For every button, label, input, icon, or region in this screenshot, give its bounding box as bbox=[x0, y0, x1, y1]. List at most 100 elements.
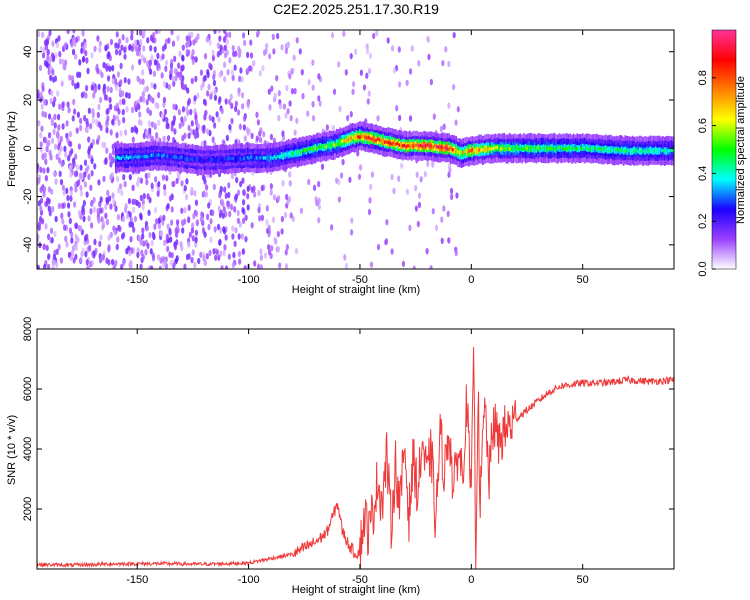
noise-speckle bbox=[44, 158, 48, 165]
noise-speckle bbox=[166, 122, 170, 130]
noise-speckle bbox=[97, 179, 101, 186]
ridge-band-cell bbox=[378, 138, 381, 142]
ridge-band-cell bbox=[599, 147, 602, 151]
ridge-band-cell bbox=[310, 146, 313, 151]
ridge-band-cell bbox=[414, 143, 417, 148]
ridge-band-cell bbox=[177, 156, 180, 161]
ridge-band-cell bbox=[305, 148, 308, 153]
snr-y-label: SNR (10 * v/v) bbox=[6, 415, 18, 485]
ridge-band-cell bbox=[480, 148, 483, 152]
noise-speckle bbox=[284, 249, 288, 256]
ridge-band-cell bbox=[335, 139, 338, 147]
noise-speckle bbox=[68, 217, 72, 225]
noise-speckle bbox=[139, 263, 143, 269]
noise-speckle bbox=[213, 88, 217, 95]
noise-speckle bbox=[218, 192, 222, 199]
noise-speckle bbox=[46, 49, 50, 57]
ridge-band-cell bbox=[533, 146, 536, 150]
noise-speckle bbox=[234, 227, 238, 234]
noise-speckle bbox=[40, 125, 44, 132]
noise-speckle bbox=[105, 127, 109, 134]
noise-speckle bbox=[130, 34, 134, 41]
ridge-band-cell bbox=[665, 148, 668, 153]
noise-speckle bbox=[173, 128, 177, 135]
noise-speckle bbox=[229, 203, 234, 211]
noise-speckle bbox=[162, 80, 166, 88]
noise-speckle bbox=[72, 98, 76, 106]
noise-speckle bbox=[187, 124, 191, 132]
noise-speckle bbox=[128, 43, 132, 51]
noise-speckle bbox=[339, 172, 344, 179]
noise-speckle bbox=[50, 90, 54, 97]
noise-speckle bbox=[241, 217, 246, 225]
colorbar-tick-label: 0.6 bbox=[697, 118, 709, 133]
noise-speckle bbox=[76, 71, 80, 78]
noise-speckle bbox=[93, 87, 97, 94]
ridge-band-cell bbox=[544, 146, 547, 150]
noise-speckle bbox=[92, 196, 96, 204]
noise-speckle bbox=[246, 204, 250, 211]
noise-speckle bbox=[105, 118, 109, 126]
noise-speckle bbox=[240, 76, 244, 83]
ridge-band-cell bbox=[508, 147, 511, 151]
ridge-band-cell bbox=[487, 147, 490, 152]
noise-speckle bbox=[96, 35, 100, 42]
noise-speckle bbox=[63, 42, 67, 50]
noise-speckle bbox=[244, 235, 248, 243]
spectrogram-panel: -150 -100 -50 0 50 -40 -20 0 20 40 Height of stra… bbox=[6, 29, 675, 296]
noise-speckle bbox=[52, 170, 56, 178]
noise-speckle bbox=[136, 102, 140, 110]
noise-speckle bbox=[444, 46, 448, 53]
ridge-band-cell bbox=[138, 155, 140, 159]
noise-speckle bbox=[42, 167, 46, 174]
ridge-band-cell bbox=[576, 146, 579, 151]
noise-speckle bbox=[120, 233, 125, 240]
noise-speckle bbox=[217, 116, 221, 123]
noise-speckle bbox=[114, 42, 118, 49]
noise-speckle bbox=[238, 123, 243, 130]
ridge-band-cell bbox=[122, 154, 124, 159]
noise-speckle bbox=[169, 259, 174, 266]
noise-speckle bbox=[167, 83, 171, 91]
ridge-band-cell bbox=[302, 148, 304, 153]
noise-speckle bbox=[187, 204, 191, 211]
noise-speckle bbox=[368, 52, 373, 59]
noise-speckle bbox=[79, 190, 84, 197]
ridge-band-cell bbox=[407, 144, 409, 148]
noise-speckle bbox=[100, 216, 104, 223]
noise-speckle bbox=[52, 253, 57, 261]
noise-speckle bbox=[53, 143, 58, 150]
noise-speckle bbox=[144, 172, 148, 180]
noise-speckle bbox=[103, 94, 108, 101]
ridge-band-cell bbox=[592, 146, 595, 150]
noise-speckle bbox=[133, 39, 138, 46]
noise-speckle bbox=[148, 59, 152, 67]
ridge-band-cell bbox=[465, 150, 468, 155]
noise-speckle bbox=[269, 252, 273, 260]
noise-speckle bbox=[228, 57, 232, 64]
noise-speckle bbox=[242, 115, 247, 122]
noise-speckle bbox=[415, 171, 419, 178]
noise-speckle bbox=[89, 208, 93, 215]
colorbar-tick-label: 0.2 bbox=[697, 214, 709, 229]
noise-speckle bbox=[79, 164, 83, 171]
noise-speckle bbox=[97, 134, 101, 142]
ridge-band-cell bbox=[496, 145, 499, 150]
ridge-band-cell bbox=[653, 148, 655, 152]
noise-speckle bbox=[152, 233, 156, 240]
ridge-band-cell bbox=[376, 137, 379, 141]
noise-speckle bbox=[60, 212, 64, 219]
noise-speckle bbox=[352, 80, 356, 88]
ridge-band-cell bbox=[590, 147, 593, 151]
noise-speckle bbox=[162, 135, 166, 143]
noise-speckle bbox=[281, 130, 285, 137]
ridge-band-cell bbox=[198, 158, 201, 163]
ridge-band-cell bbox=[656, 148, 659, 152]
noise-speckle bbox=[390, 248, 394, 255]
noise-speckle bbox=[400, 162, 404, 169]
noise-speckle bbox=[74, 153, 78, 160]
noise-speckle bbox=[150, 265, 154, 269]
noise-speckle bbox=[188, 231, 192, 239]
noise-speckle bbox=[272, 194, 276, 201]
noise-speckle bbox=[121, 108, 125, 116]
